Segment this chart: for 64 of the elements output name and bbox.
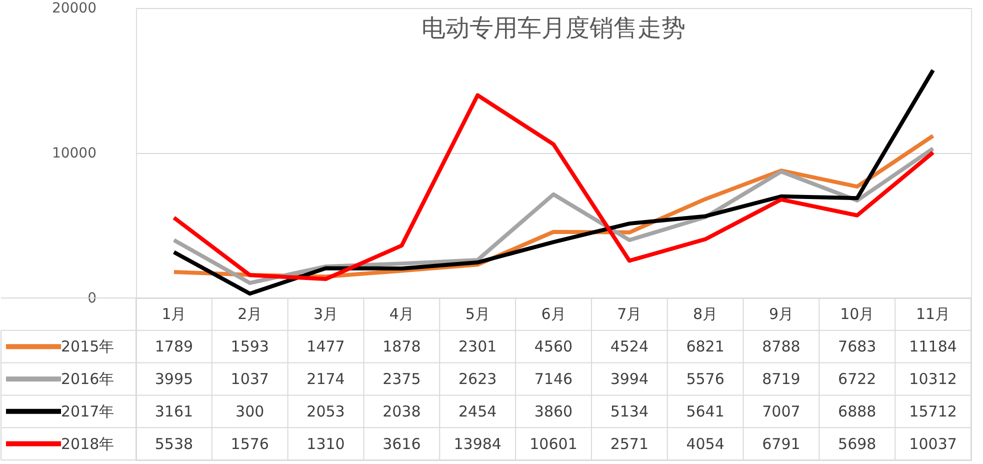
data-label: 5641 [686, 402, 724, 420]
x-tick-label: 11月 [916, 305, 950, 324]
x-tick-label: 5月 [465, 305, 490, 324]
data-label: 7146 [534, 370, 573, 388]
data-label: 2053 [306, 402, 345, 420]
data-label: 2571 [610, 434, 649, 453]
data-label: 5698 [838, 434, 876, 453]
data-label: 2301 [458, 338, 497, 356]
line-series [172, 68, 936, 296]
data-label: 3995 [154, 370, 194, 388]
data-label: 4054 [686, 434, 724, 453]
chart-title: 电动专用车月度销售走势 [422, 14, 686, 42]
data-label: 3994 [610, 370, 649, 388]
x-tick-label: 1月 [162, 305, 186, 324]
legend-label: 2017年 [61, 402, 114, 420]
x-tick-label: 8月 [693, 305, 718, 324]
data-label: 10037 [909, 434, 957, 453]
x-tick-label: 7月 [617, 305, 642, 324]
data-label: 1037 [230, 370, 269, 388]
data-label: 6791 [762, 434, 800, 453]
y-tick-label: 20000 [52, 0, 96, 16]
data-label: 13984 [454, 434, 502, 453]
line-series [172, 93, 936, 282]
data-label: 11184 [909, 338, 957, 356]
legend-label: 2018年 [61, 434, 114, 453]
data-label: 8719 [762, 370, 800, 388]
x-tick-label: 4月 [389, 305, 414, 324]
legend-label: 2016年 [61, 370, 114, 388]
x-tick-label: 3月 [314, 305, 338, 324]
data-label: 1477 [306, 338, 345, 356]
y-tick-label: 10000 [52, 146, 96, 162]
data-label: 5538 [154, 434, 194, 453]
data-label: 3860 [534, 402, 573, 420]
x-tick-label: 9月 [768, 305, 794, 324]
data-label: 2454 [458, 402, 497, 420]
data-label: 10601 [530, 434, 578, 453]
data-label: 2038 [382, 402, 421, 420]
data-label: 8788 [762, 338, 800, 356]
data-label: 300 [236, 402, 264, 420]
x-tick-label: 2月 [238, 305, 262, 324]
data-label: 6888 [838, 402, 876, 420]
data-label: 10312 [909, 370, 957, 388]
data-label: 7683 [838, 338, 876, 356]
data-label: 3616 [382, 434, 421, 453]
data-label: 15712 [909, 402, 957, 420]
data-label: 2174 [306, 370, 345, 388]
data-label: 1789 [154, 338, 194, 356]
data-label: 2623 [458, 370, 497, 388]
x-tick-label: 6月 [541, 305, 566, 324]
data-label: 6722 [838, 370, 876, 388]
x-tick-label: 10月 [840, 305, 874, 324]
data-label: 1576 [230, 434, 269, 453]
legend-label: 2015年 [61, 338, 114, 356]
data-label: 6821 [686, 338, 724, 356]
data-label: 1310 [306, 434, 345, 453]
data-label: 1593 [230, 338, 269, 356]
data-label: 2375 [382, 370, 421, 388]
data-label: 5134 [610, 402, 649, 420]
data-label: 1878 [382, 338, 421, 356]
data-label: 4560 [534, 338, 573, 356]
data-label: 3161 [154, 402, 194, 420]
data-label: 5576 [686, 370, 724, 388]
data-label: 4524 [610, 338, 649, 356]
data-label: 7007 [762, 402, 800, 420]
